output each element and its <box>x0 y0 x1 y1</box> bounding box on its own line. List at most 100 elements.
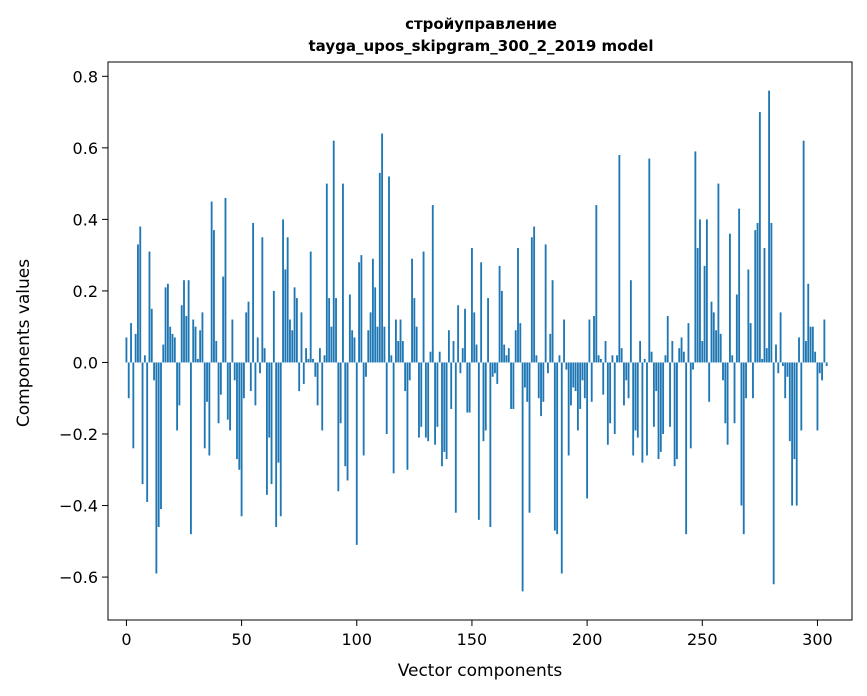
bar <box>291 330 294 363</box>
bar <box>482 362 485 442</box>
bar <box>314 362 317 377</box>
y-axis-ticks: −0.6 −0.4 −0.2 0.0 0.2 0.4 0.6 0.8 <box>59 67 108 587</box>
bar <box>321 362 324 431</box>
bar <box>761 358 764 363</box>
chart-subtitle: tayga_upos_skipgram_300_2_2019 model <box>309 37 654 55</box>
bar <box>712 312 715 363</box>
bar <box>201 312 204 363</box>
bar <box>634 362 637 431</box>
bar <box>586 362 589 499</box>
bar <box>282 219 284 363</box>
bar <box>369 312 372 363</box>
x-tick-label: 200 <box>572 630 603 649</box>
bar <box>461 348 464 363</box>
bar <box>560 362 563 574</box>
bar <box>330 326 333 363</box>
bar <box>445 362 448 460</box>
bar <box>335 298 337 363</box>
bar <box>588 319 591 363</box>
bar <box>752 362 754 399</box>
bar <box>669 362 671 427</box>
bar <box>503 344 506 363</box>
bar <box>397 341 400 363</box>
bar <box>454 362 457 513</box>
bar <box>699 219 701 363</box>
bar <box>745 362 747 399</box>
bar <box>717 183 720 363</box>
bar <box>616 355 618 363</box>
bar <box>471 248 473 363</box>
bar <box>662 362 665 434</box>
bar <box>162 344 165 363</box>
bar <box>298 362 301 392</box>
bar <box>772 362 775 585</box>
bar <box>604 341 607 363</box>
y-tick-label: 0.2 <box>73 282 98 301</box>
bar <box>779 312 782 363</box>
bar <box>475 344 478 363</box>
bar <box>563 319 565 363</box>
bar <box>553 362 556 531</box>
bar <box>447 330 450 363</box>
bar <box>579 362 582 409</box>
bar <box>192 319 195 363</box>
bar <box>171 333 174 363</box>
bar <box>788 362 791 442</box>
bar <box>155 362 158 574</box>
bar <box>464 308 466 363</box>
bar <box>233 362 236 381</box>
bar <box>802 140 805 363</box>
bar <box>791 362 794 506</box>
bar <box>528 362 531 513</box>
bar <box>388 176 390 363</box>
y-tick-label: −0.2 <box>59 425 98 444</box>
bar <box>692 362 694 370</box>
bar <box>729 233 731 363</box>
bar <box>643 358 646 363</box>
bar <box>132 362 135 449</box>
bar <box>650 351 653 363</box>
bar <box>415 326 418 363</box>
x-tick-label: 250 <box>687 630 718 649</box>
bar <box>593 315 595 363</box>
bar <box>164 287 167 363</box>
bar <box>236 362 238 460</box>
bar <box>224 197 227 363</box>
x-tick-label: 50 <box>231 630 251 649</box>
bar <box>130 323 132 363</box>
bar <box>749 323 752 363</box>
bar <box>742 362 745 535</box>
bar <box>422 251 425 363</box>
bar <box>256 337 259 363</box>
bar <box>632 362 635 456</box>
bar <box>754 230 757 363</box>
bar <box>821 362 823 381</box>
bar <box>272 290 275 363</box>
bar <box>185 315 188 363</box>
bar <box>199 330 202 363</box>
bar <box>342 183 344 363</box>
bar <box>823 319 826 363</box>
bar <box>137 244 139 363</box>
bar <box>249 362 252 392</box>
bar <box>498 265 501 363</box>
bar <box>348 294 351 363</box>
bar <box>302 362 305 384</box>
bar <box>473 312 476 363</box>
bar <box>595 205 598 363</box>
bar <box>611 355 614 363</box>
bar <box>399 319 402 363</box>
bar <box>549 333 552 363</box>
bar <box>547 362 549 374</box>
bar <box>487 298 489 363</box>
bar <box>411 258 413 363</box>
bar <box>597 355 600 363</box>
bar <box>127 362 130 399</box>
bar <box>240 362 243 517</box>
bar <box>809 326 812 363</box>
bar <box>150 308 153 363</box>
bar <box>143 355 146 363</box>
bar <box>309 251 312 363</box>
bar <box>358 262 360 363</box>
bar <box>710 301 713 363</box>
